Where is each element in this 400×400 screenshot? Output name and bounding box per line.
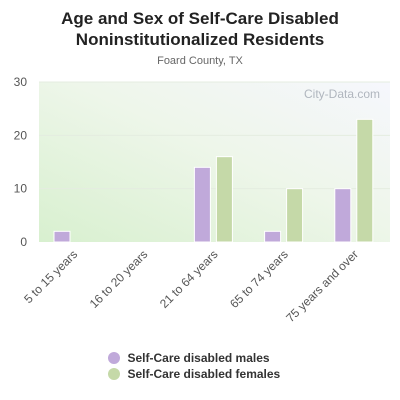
grid-lines	[39, 81, 390, 190]
bar-males	[264, 230, 282, 243]
x-tick-label: 65 to 74 years	[227, 247, 291, 311]
y-tick-label: 0	[20, 235, 27, 249]
legend-swatch-females	[107, 368, 120, 380]
bar-females	[356, 118, 374, 243]
x-tick-label: 5 to 15 years	[21, 247, 80, 306]
bar-males	[193, 166, 211, 243]
legend-label-males: Self-Care disabled males	[127, 351, 270, 365]
legend-item-males: Self-Care disabled males	[107, 350, 293, 366]
bar-males	[334, 188, 352, 243]
plot-area	[39, 82, 390, 242]
chart-subtitle: Foard County, TX	[157, 55, 243, 67]
y-tick-label: 10	[14, 182, 28, 196]
x-tick-label: 21 to 64 years	[157, 247, 221, 311]
bars	[53, 118, 374, 243]
x-tick-label: 75 years and over	[283, 247, 361, 325]
watermark-text: City-Data.com	[304, 87, 380, 101]
chart-title: Age and Sex of Self-Care Disabled Nonins…	[0, 8, 400, 50]
legend-label-females: Self-Care disabled females	[127, 367, 281, 381]
x-axis-labels: 5 to 15 years 16 to 20 years 21 to 64 year…	[21, 247, 361, 325]
legend-swatch-males	[107, 352, 120, 364]
bar-females	[215, 156, 233, 243]
chart-title-line-1: Age and Sex of Self-Care Disabled	[61, 9, 339, 28]
chart-title-line-2: Noninstitutionalized Residents	[75, 30, 325, 49]
x-tick-label: 16 to 20 years	[87, 247, 151, 311]
y-axis-ticks: 0 10 20 30	[14, 75, 28, 249]
bar-females	[286, 188, 304, 243]
y-tick-label: 30	[14, 75, 28, 89]
legend-item-females: Self-Care disabled females	[107, 366, 293, 382]
legend: Self-Care disabled males Self-Care disab…	[0, 350, 400, 382]
bar-males	[53, 230, 71, 243]
y-tick-label: 20	[14, 128, 28, 142]
